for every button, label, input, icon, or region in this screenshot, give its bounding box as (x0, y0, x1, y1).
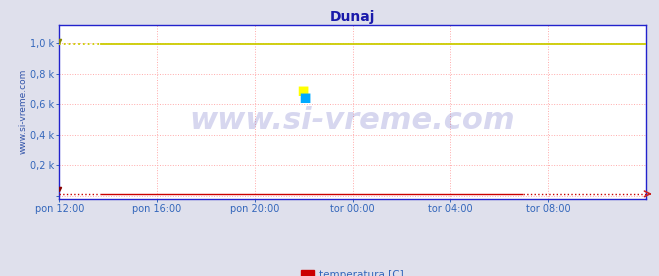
Title: Dunaj: Dunaj (330, 10, 375, 24)
Text: www.si-vreme.com: www.si-vreme.com (190, 106, 515, 135)
Text: ▪: ▪ (296, 81, 309, 100)
Legend: temperatura [C], tlak [hPa]: temperatura [C], tlak [hPa] (301, 270, 404, 276)
Text: ▪: ▪ (298, 88, 311, 107)
Y-axis label: www.si-vreme.com: www.si-vreme.com (19, 69, 28, 155)
